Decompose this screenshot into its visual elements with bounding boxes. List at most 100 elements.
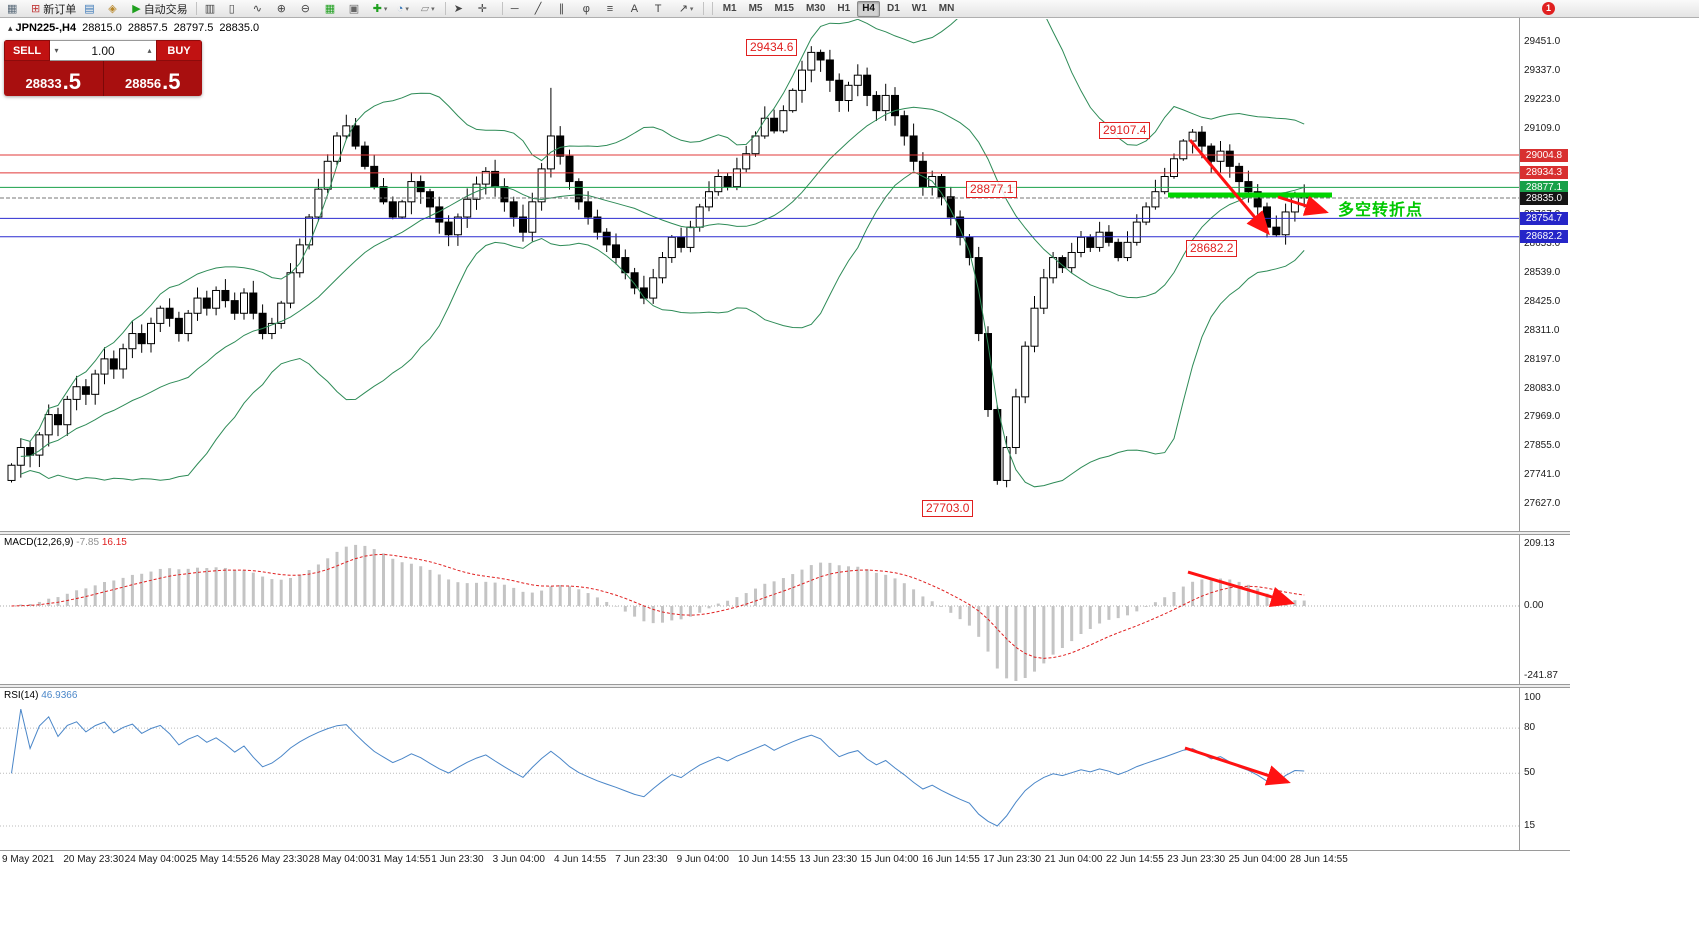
horizontal-line-tool-icon: ─ <box>510 2 519 15</box>
bar-chart-type-button[interactable]: ▥ <box>202 0 224 18</box>
candlestick-chart-type-button[interactable]: ▯ <box>226 0 248 18</box>
time-tick: 13 Jun 23:30 <box>799 854 858 865</box>
sell-price-button[interactable]: 28833.5 <box>4 61 104 96</box>
price-axis[interactable]: 29451.029337.029223.029109.028995.028881… <box>1520 0 1698 870</box>
time-tick: 1 Jun 23:30 <box>431 854 484 865</box>
price-tick: 28539.0 <box>1524 267 1561 278</box>
time-tick: 26 May 23:30 <box>247 854 308 865</box>
current-price-badge: 28835.0 <box>1520 191 1568 205</box>
period-selector-button[interactable]: ◔ ▾ <box>394 0 416 18</box>
label-tool-button[interactable]: T <box>652 0 674 18</box>
tile-windows-button[interactable]: ▦ <box>322 0 344 18</box>
rsi-name: RSI(14) <box>4 690 39 701</box>
timeframe-h4-button[interactable]: H4 <box>857 0 880 17</box>
new-order-label: 新订单 <box>43 3 77 16</box>
toolbar-separator <box>702 2 704 15</box>
cursor-tool-button[interactable]: ➤ <box>451 0 473 18</box>
market-watch-icon: ▤ <box>84 2 95 15</box>
time-tick: 10 Jun 14:55 <box>737 854 796 865</box>
market-watch-button[interactable]: ▤ <box>81 0 103 18</box>
timeframe-mn-button[interactable]: MN <box>938 2 955 14</box>
caret-down-icon: ▾ <box>383 5 388 13</box>
add-indicator-button[interactable]: ✚ ▾ <box>370 0 392 18</box>
notification-badge[interactable]: 1 <box>1542 2 1555 15</box>
timeframe-w1-button[interactable]: W1 <box>911 2 927 14</box>
trend-arrow[interactable] <box>1188 139 1270 236</box>
price-callout[interactable]: 28682.2 <box>1186 240 1238 257</box>
fibonacci-tool-icon: φ <box>582 2 590 15</box>
price-callout[interactable]: 28877.1 <box>966 181 1018 198</box>
autotrading-button[interactable]: ▶ 自动交易 <box>129 0 190 18</box>
timeframe-m15-button[interactable]: M15 <box>774 2 794 14</box>
rsi-splitter[interactable] <box>0 684 1570 688</box>
buy-button[interactable]: BUY <box>156 40 202 61</box>
candlestick-chart-type-icon: ▯ <box>228 2 235 15</box>
trendline-tool-button[interactable]: ╱ <box>532 0 554 18</box>
trend-annotation-text[interactable]: 多空转折点 <box>1338 202 1424 219</box>
trend-arrow[interactable] <box>1187 570 1295 608</box>
horizontal-line-tool-button[interactable]: ─ <box>508 0 530 18</box>
channel-tool-icon: ∥ <box>558 2 565 15</box>
objects-list-icon: ≡ <box>606 2 614 15</box>
timeframe-m5-button[interactable]: M5 <box>748 2 763 14</box>
ask-price: 28856 <box>124 76 162 91</box>
new-order-button[interactable]: ⊞ 新订单 <box>28 0 79 18</box>
time-tick: 3 Jun 04:00 <box>492 854 545 865</box>
time-tick: 25 May 14:55 <box>185 854 247 865</box>
tile-windows-icon: ▦ <box>324 2 336 15</box>
crosshair-tool-button[interactable]: ✛ <box>475 0 497 18</box>
arrows-tool-button[interactable]: ↗ ▾ <box>676 0 698 18</box>
toolbar-separator <box>501 2 503 15</box>
price-callout[interactable]: 29434.6 <box>746 39 798 56</box>
fibonacci-tool-button[interactable]: φ <box>580 0 602 18</box>
price-tick: 29109.0 <box>1524 122 1561 134</box>
zoom-out-icon: ⊖ <box>300 2 310 15</box>
zoom-out-button[interactable]: ⊖ <box>298 0 320 18</box>
toolbar-buttons: ▦ ⊞ 新订单 ▤ ◈ ▶ 自动交易 ▥ ▯ ∿ ⊕ ⊖ ▦ ▣ ✚ ▾ ◔ ▾ ▱ ▾ ➤ ✛ ─ ╱ ∥ φ ≡ A T ↗ ▾ <box>3 0 708 18</box>
zoom-in-button[interactable]: ⊕ <box>274 0 296 18</box>
template-selector-button[interactable]: ▱ ▾ <box>418 0 440 18</box>
time-tick: 22 Jun 14:55 <box>1105 854 1164 865</box>
bar-chart-type-icon: ▥ <box>204 2 216 15</box>
price-callout[interactable]: 27703.0 <box>922 500 974 517</box>
timeframe-h1-button[interactable]: H1 <box>837 2 851 14</box>
price-callout[interactable]: 29107.4 <box>1099 122 1151 139</box>
time-tick: 7 Jun 23:30 <box>615 854 668 865</box>
timeframe-m30-button[interactable]: M30 <box>805 2 826 14</box>
ohlc-open: 28815.0 <box>82 22 122 34</box>
new-chart-button[interactable]: ▦ <box>4 0 26 18</box>
sell-button[interactable]: SELL <box>4 40 50 61</box>
metaeditor-icon: ◈ <box>108 2 117 15</box>
rsi-axis-50: 50 <box>1524 767 1536 778</box>
trend-arrow[interactable] <box>1184 746 1291 786</box>
chart-canvas[interactable] <box>0 0 1570 870</box>
timeframe-m1-button[interactable]: M1 <box>722 2 737 14</box>
time-tick: 24 May 04:00 <box>124 854 186 865</box>
objects-list-button[interactable]: ≡ <box>604 0 626 18</box>
volume-increase-button[interactable]: ▴ <box>147 46 152 55</box>
timeframe-d1-button[interactable]: D1 <box>887 2 900 14</box>
volume-field[interactable]: ▾ 1.00 ▴ <box>50 40 156 61</box>
time-tick: 23 Jun 23:30 <box>1167 854 1226 865</box>
time-tick: 28 Jun 14:55 <box>1289 854 1348 865</box>
buy-price-button[interactable]: 28856.5 <box>103 61 202 96</box>
main-toolbar: ▦ ⊞ 新订单 ▤ ◈ ▶ 自动交易 ▥ ▯ ∿ ⊕ ⊖ ▦ ▣ ✚ ▾ ◔ ▾ ▱ ▾ ➤ ✛ ─ ╱ ∥ φ ≡ A T ↗ ▾ M1 M… <box>0 0 1699 18</box>
price-tick: 28653.0 <box>1524 238 1561 250</box>
channel-tool-button[interactable]: ∥ <box>556 0 578 18</box>
chart-icon: ▴ <box>8 23 13 33</box>
metaeditor-button[interactable]: ◈ <box>105 0 127 18</box>
trend-arrow[interactable] <box>1277 195 1329 216</box>
line-chart-type-button[interactable]: ∿ <box>250 0 272 18</box>
volume-decrease-button[interactable]: ▾ <box>54 46 59 55</box>
hline-price-badge: 28754.7 <box>1520 211 1568 225</box>
price-tick: 29223.0 <box>1524 93 1561 105</box>
macd-splitter[interactable] <box>0 531 1570 535</box>
time-axis[interactable]: 9 May 2021 20 May 23:30 24 May 04:00 25 May… <box>0 851 1570 871</box>
time-tick: 4 Jun 14:55 <box>553 854 607 865</box>
text-tool-button[interactable]: A <box>628 0 650 18</box>
time-tick: 31 May 14:55 <box>369 854 431 865</box>
toolbar-separator <box>711 2 713 15</box>
zoom-in-icon: ⊕ <box>276 2 286 15</box>
cascade-windows-button[interactable]: ▣ <box>346 0 368 18</box>
